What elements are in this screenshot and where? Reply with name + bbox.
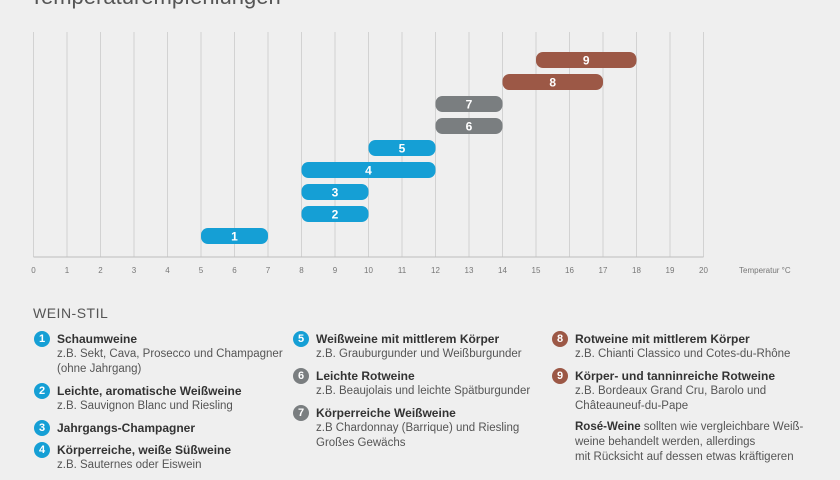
x-tick-label: 17: [599, 266, 608, 275]
x-tick-label: 8: [299, 266, 304, 275]
legend-item-title: Leichte Rotweine: [316, 369, 415, 383]
legend-item-description: Châteauneuf-du-Pape: [575, 400, 689, 412]
bar-4: [301, 162, 436, 178]
rose-note-line-3: mit Rücksicht auf dessen etwas kräftiger…: [575, 451, 794, 463]
bar-label-6: 6: [466, 120, 473, 134]
legend-item-title: Körperreiche, weiße Süßweine: [57, 443, 232, 457]
legend-item-3: 3 Jahrgangs-Champagner: [34, 420, 283, 436]
legend-item-6: 6 Leichte Rotweine z.B. Beaujolais und lei…: [293, 368, 530, 399]
legend-badge: 7: [293, 405, 309, 421]
legend-item-title: Körperreiche Weißweine: [316, 406, 456, 420]
x-tick-label: 3: [132, 266, 137, 275]
legend-item-description: z.B. Bordeaux Grand Cru, Barolo und: [575, 385, 767, 397]
x-tick-label: 6: [232, 266, 237, 275]
bar-2: [301, 206, 369, 222]
legend-item-4: 4 Körperreiche, weiße Süßweine z.B. Sauter…: [34, 442, 283, 473]
legend-badge: 2: [34, 383, 50, 399]
bar-1: [201, 228, 268, 244]
x-tick-label: 0: [31, 266, 36, 275]
legend-item-title: Körper- und tanninreiche Rotweine: [575, 369, 776, 383]
x-tick-label: 9: [333, 266, 338, 275]
legend-item-5: 5 Weißweine mit mittlerem Körper z.B. Grau…: [293, 331, 530, 362]
legend-item-description: z.B. Chianti Classico und Cotes-du-Rhône: [575, 348, 791, 360]
x-tick-label: 7: [266, 266, 271, 275]
x-tick-label: 14: [498, 266, 507, 275]
legend-item-description: z.B. Grauburgunder und Weißburgunder: [316, 348, 522, 360]
rose-note-line-2: weine behandelt werden, allerdings: [575, 436, 756, 448]
x-tick-label: 19: [666, 266, 675, 275]
rose-note-bold: Rosé-Weine: [575, 421, 641, 433]
bar-label-7: 7: [466, 98, 473, 112]
legend-item-title: Schaumweine: [57, 332, 138, 346]
legend-column-2: 5 Weißweine mit mittlerem Körper z.B. Grau…: [293, 331, 530, 457]
legend-badge: 4: [34, 442, 50, 458]
legend-badge: 6: [293, 368, 309, 384]
x-tick-label: 20: [699, 266, 708, 275]
x-tick-label: 1: [65, 266, 70, 275]
page-title: Temperaturempfehlungen: [30, 0, 281, 10]
legend-badge: 9: [552, 368, 568, 384]
legend-item-9: 9 Körper- und tanninreiche Rotweine z.B. B…: [552, 368, 803, 414]
legend-column-3: 8 Rotweine mit mittlerem Körper z.B. Chian…: [552, 331, 803, 465]
legend-item-description: (ohne Jahrgang): [57, 363, 142, 375]
rose-note-line-1: sollten wie vergleichbare Weiß-: [640, 421, 804, 433]
legend-item-description: Großes Gewächs: [316, 437, 406, 449]
x-tick-label: 11: [398, 266, 407, 275]
legend-item-description: z.B. Sauvignon Blanc und Riesling: [57, 400, 233, 412]
chart-bars: 1 2 3 4 5 6 7 8 9: [201, 52, 637, 244]
legend-item-title: Leichte, aromatische Weißweine: [57, 384, 242, 398]
legend-badge: 3: [34, 420, 50, 436]
legend-item-description: z.B. Sauternes oder Eiswein: [57, 459, 202, 471]
x-axis: 0 1 2 3 4 5 6 7 8 9 10 11 12 13 14 15 16 17 18 19 20: [31, 266, 708, 275]
bar-6: [435, 118, 503, 134]
legend-badge: 8: [552, 331, 568, 347]
bar-8: [502, 74, 603, 90]
bar-5: [368, 140, 436, 156]
legend-item-7: 7 Körperreiche Weißweine z.B Chardonnay (B…: [293, 405, 530, 451]
bar-label-3: 3: [332, 186, 339, 200]
bar-7: [435, 96, 503, 112]
bar-label-9: 9: [583, 54, 590, 68]
legend-badge: 1: [34, 331, 50, 347]
x-tick-label: 15: [532, 266, 541, 275]
x-axis-label: Temperatur °C: [739, 266, 791, 275]
legend-title: WEIN-STIL: [33, 305, 109, 321]
x-tick-label: 5: [199, 266, 204, 275]
legend-item-8: 8 Rotweine mit mittlerem Körper z.B. Chian…: [552, 331, 803, 362]
bar-label-8: 8: [549, 76, 556, 90]
x-tick-label: 4: [165, 266, 170, 275]
legend-item-description: z.B Chardonnay (Barrique) und Riesling: [316, 422, 520, 434]
x-tick-label: 13: [465, 266, 474, 275]
legend-item-1: 1 Schaumweine z.B. Sekt, Cava, Prosecco un…: [34, 331, 283, 377]
legend-item-description: z.B. Sekt, Cava, Prosecco und Champagner: [57, 348, 283, 360]
bar-9: [536, 52, 637, 68]
bar-label-4: 4: [365, 164, 372, 178]
x-tick-label: 2: [98, 266, 103, 275]
rose-note: Rosé-Weine sollten wie vergleichbare Wei…: [552, 420, 803, 465]
x-tick-label: 16: [565, 266, 574, 275]
bar-label-5: 5: [399, 142, 406, 156]
bar-label-2: 2: [332, 208, 339, 222]
x-tick-label: 12: [431, 266, 440, 275]
x-tick-label: 10: [364, 266, 373, 275]
legend-item-title: Jahrgangs-Champagner: [57, 421, 196, 435]
legend-column-1: 1 Schaumweine z.B. Sekt, Cava, Prosecco un…: [34, 331, 283, 479]
legend-item-description: z.B. Beaujolais und leichte Spätburgunde…: [316, 385, 531, 397]
bar-label-1: 1: [231, 230, 238, 244]
legend-badge: 5: [293, 331, 309, 347]
x-tick-label: 18: [632, 266, 641, 275]
legend-item-2: 2 Leichte, aromatische Weißweine z.B. Sauv…: [34, 383, 283, 414]
legend-item-title: Weißweine mit mittlerem Körper: [316, 332, 500, 346]
legend-item-title: Rotweine mit mittlerem Körper: [575, 332, 750, 346]
bar-3: [301, 184, 369, 200]
